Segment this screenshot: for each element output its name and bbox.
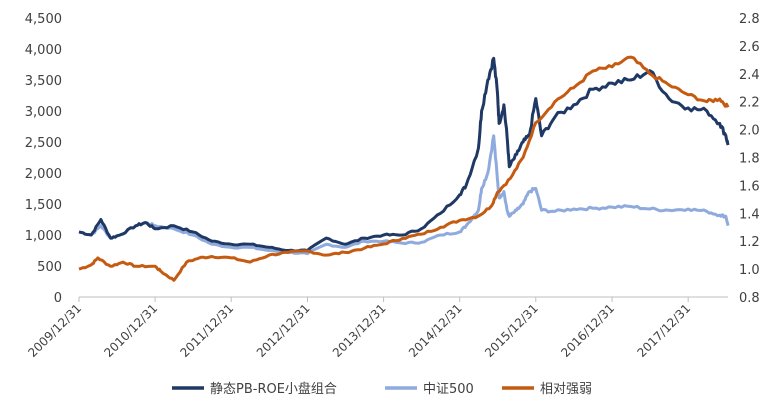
y-left-axis: 0 500 1,000 1,500 2,000 2,500 3,000 3,500 4,000 4… [25,12,62,306]
y-right-tick-label: 2.2 [739,96,760,111]
y-left-tick-label: 4,500 [25,12,62,27]
x-axis: 2009/12/31 2010/12/31 2011/12/31 2012/12/31… [25,297,693,360]
x-tick-label: 2016/12/31 [558,301,617,360]
y-left-tick-label: 2,000 [25,167,62,182]
x-tick-label: 2015/12/31 [482,301,541,360]
y-right-axis: 0.8 1.0 1.2 1.4 1.6 1.8 2.0 2.2 2.4 2.6 2.8 [739,12,760,306]
x-tick-label: 2017/12/31 [634,301,693,360]
y-right-tick-label: 1.0 [739,263,760,278]
x-tick-label: 2013/12/31 [330,301,389,360]
x-tick-label: 2014/12/31 [406,301,465,360]
series-lines [78,55,730,282]
x-tick-label: 2009/12/31 [25,301,84,360]
y-left-tick-label: 3,000 [25,105,62,120]
y-right-tick-label: 2.8 [739,12,760,27]
series-line-portfolio [78,56,730,253]
y-right-tick-label: 1.2 [739,235,760,250]
legend-label: 静态PB-ROE小盘组合 [210,381,337,397]
y-left-tick-label: 0 [54,291,62,306]
y-left-tick-label: 1,000 [25,229,62,244]
y-right-tick-label: 1.6 [739,179,760,194]
legend-label: 中证500 [423,382,474,397]
y-right-tick-label: 0.8 [739,291,760,306]
series-line-relative-strength [78,55,730,282]
y-right-tick-label: 2.6 [739,40,760,55]
y-right-tick-label: 1.4 [739,207,760,222]
x-tick-label: 2012/12/31 [254,301,313,360]
y-right-tick-label: 2.4 [739,68,760,83]
legend-label: 相对强弱 [540,382,592,397]
y-left-tick-label: 4,000 [25,43,62,58]
x-tick-label: 2010/12/31 [101,301,160,360]
y-left-tick-label: 2,500 [25,136,62,151]
y-right-tick-label: 2.0 [739,124,760,139]
series-line-csi500 [78,134,730,256]
x-tick-label: 2011/12/31 [178,301,237,360]
y-left-tick-label: 3,500 [25,74,62,89]
y-left-tick-label: 500 [37,260,62,275]
y-left-tick-label: 1,500 [25,198,62,213]
y-right-tick-label: 1.8 [739,152,760,167]
legend: 静态PB-ROE小盘组合 中证500 相对强弱 [172,381,592,397]
